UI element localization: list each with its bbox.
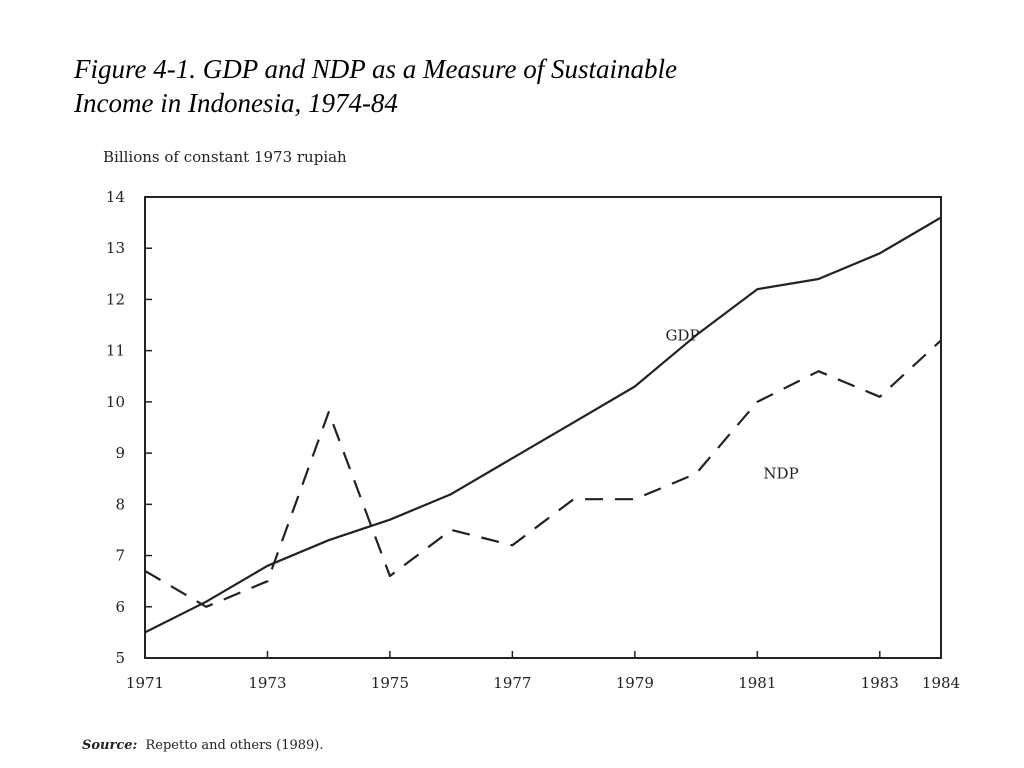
y-tick-label: 10 bbox=[106, 393, 125, 411]
x-tick-label: 1983 bbox=[861, 674, 899, 692]
series-layer bbox=[144, 216, 942, 634]
source-label: Source: bbox=[82, 738, 138, 753]
y-tick-label: 13 bbox=[106, 239, 125, 257]
label-layer: GDP NDP bbox=[665, 326, 798, 482]
y-tick-label: 7 bbox=[115, 547, 125, 565]
figure-title-line-1: Figure 4-1. GDP and NDP as a Measure of … bbox=[74, 54, 677, 84]
x-tick-label: 1975 bbox=[371, 674, 409, 692]
annotation-ndp: NDP bbox=[763, 465, 798, 483]
x-tick-label: 1981 bbox=[738, 674, 776, 692]
series-line-ndp bbox=[144, 339, 942, 608]
plot-frame bbox=[144, 196, 942, 659]
x-tick-label: 1971 bbox=[126, 674, 164, 692]
series-line-gdp bbox=[144, 216, 942, 634]
source-note: Source: Repetto and others (1989). bbox=[82, 738, 323, 753]
figure-title-line-2: Income in Indonesia, 1974-84 bbox=[74, 88, 398, 118]
y-axis-label: Billions of constant 1973 rupiah bbox=[103, 148, 347, 166]
figure-title: Figure 4-1. GDP and NDP as a Measure of … bbox=[74, 52, 974, 120]
y-tick-label: 8 bbox=[115, 495, 125, 513]
y-tick-label: 14 bbox=[106, 188, 125, 206]
y-tick-label: 6 bbox=[115, 598, 125, 616]
x-tick-label: 1984 bbox=[922, 674, 960, 692]
y-tick-label: 12 bbox=[106, 290, 125, 308]
axes-layer: 5 6 7 8 9 10 11 12 13 14 1971 1973 1975 1977 1979 1981 1… bbox=[106, 188, 960, 692]
y-tick-label: 5 bbox=[115, 649, 125, 667]
x-tick-label: 1979 bbox=[616, 674, 654, 692]
x-tick-label: 1977 bbox=[493, 674, 531, 692]
y-tick-label: 11 bbox=[106, 342, 125, 360]
x-tick-label: 1973 bbox=[248, 674, 286, 692]
source-text: Repetto and others (1989). bbox=[145, 738, 324, 753]
annotation-gdp: GDP bbox=[665, 326, 699, 344]
y-tick-label: 9 bbox=[115, 444, 125, 462]
